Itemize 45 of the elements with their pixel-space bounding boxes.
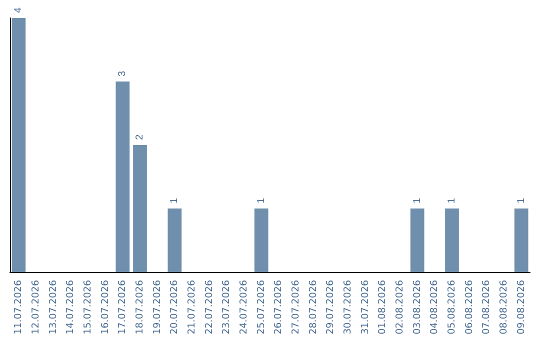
x-tick-label: 31.07.2026 [360,280,371,334]
x-tick-label: 13.07.2026 [48,280,59,334]
x-tick-label: 30.07.2026 [342,280,354,334]
x-tick-label: 03.08.2026 [412,280,423,334]
data-label: 1 [446,198,458,204]
data-label: 3 [117,70,128,76]
data-label: 1 [256,198,267,204]
bar [445,208,459,272]
x-tick-label: 25.07.2026 [256,280,267,334]
data-label: 2 [134,134,146,140]
x-tick-label: 09.08.2026 [516,280,527,334]
x-tick-label: 11.07.2026 [13,280,24,334]
x-tick-label: 01.08.2026 [377,280,388,334]
x-tick-label: 02.08.2026 [394,280,406,334]
x-tick-label: 16.07.2026 [100,280,111,334]
data-label: 4 [13,7,24,13]
x-tick-label: 18.07.2026 [134,280,146,334]
x-tick-label: 20.07.2026 [169,280,180,334]
x-tick-label: 27.07.2026 [290,280,302,334]
x-tick-label: 04.08.2026 [429,280,440,334]
x-tick-label: 14.07.2026 [65,280,76,334]
x-tick-label: 12.07.2026 [30,280,42,334]
x-tick-label: 23.07.2026 [221,280,232,334]
bar [254,208,268,272]
x-tick-label: 06.08.2026 [464,280,475,334]
data-label: 1 [169,198,180,204]
x-tick-label: 21.07.2026 [186,280,198,334]
data-label: 1 [516,198,527,204]
x-tick-label: 05.08.2026 [446,280,458,334]
bar [116,82,130,272]
data-label: 1 [412,198,423,204]
x-tick-label: 28.07.2026 [308,280,319,334]
x-tick-label: 24.07.2026 [238,280,250,334]
bar [514,208,528,272]
bar [410,208,424,272]
bar [133,145,147,272]
x-tick-label: 29.07.2026 [325,280,336,334]
x-tick-label: 15.07.2026 [82,280,94,334]
x-tick-label: 08.08.2026 [498,280,510,334]
x-tick-label: 22.07.2026 [204,280,215,334]
x-tick-label: 17.07.2026 [117,280,128,334]
x-tick-label: 26.07.2026 [273,280,284,334]
x-tick-label: 19.07.2026 [152,280,163,334]
bar [168,208,182,272]
x-tick-label: 07.08.2026 [481,280,492,334]
